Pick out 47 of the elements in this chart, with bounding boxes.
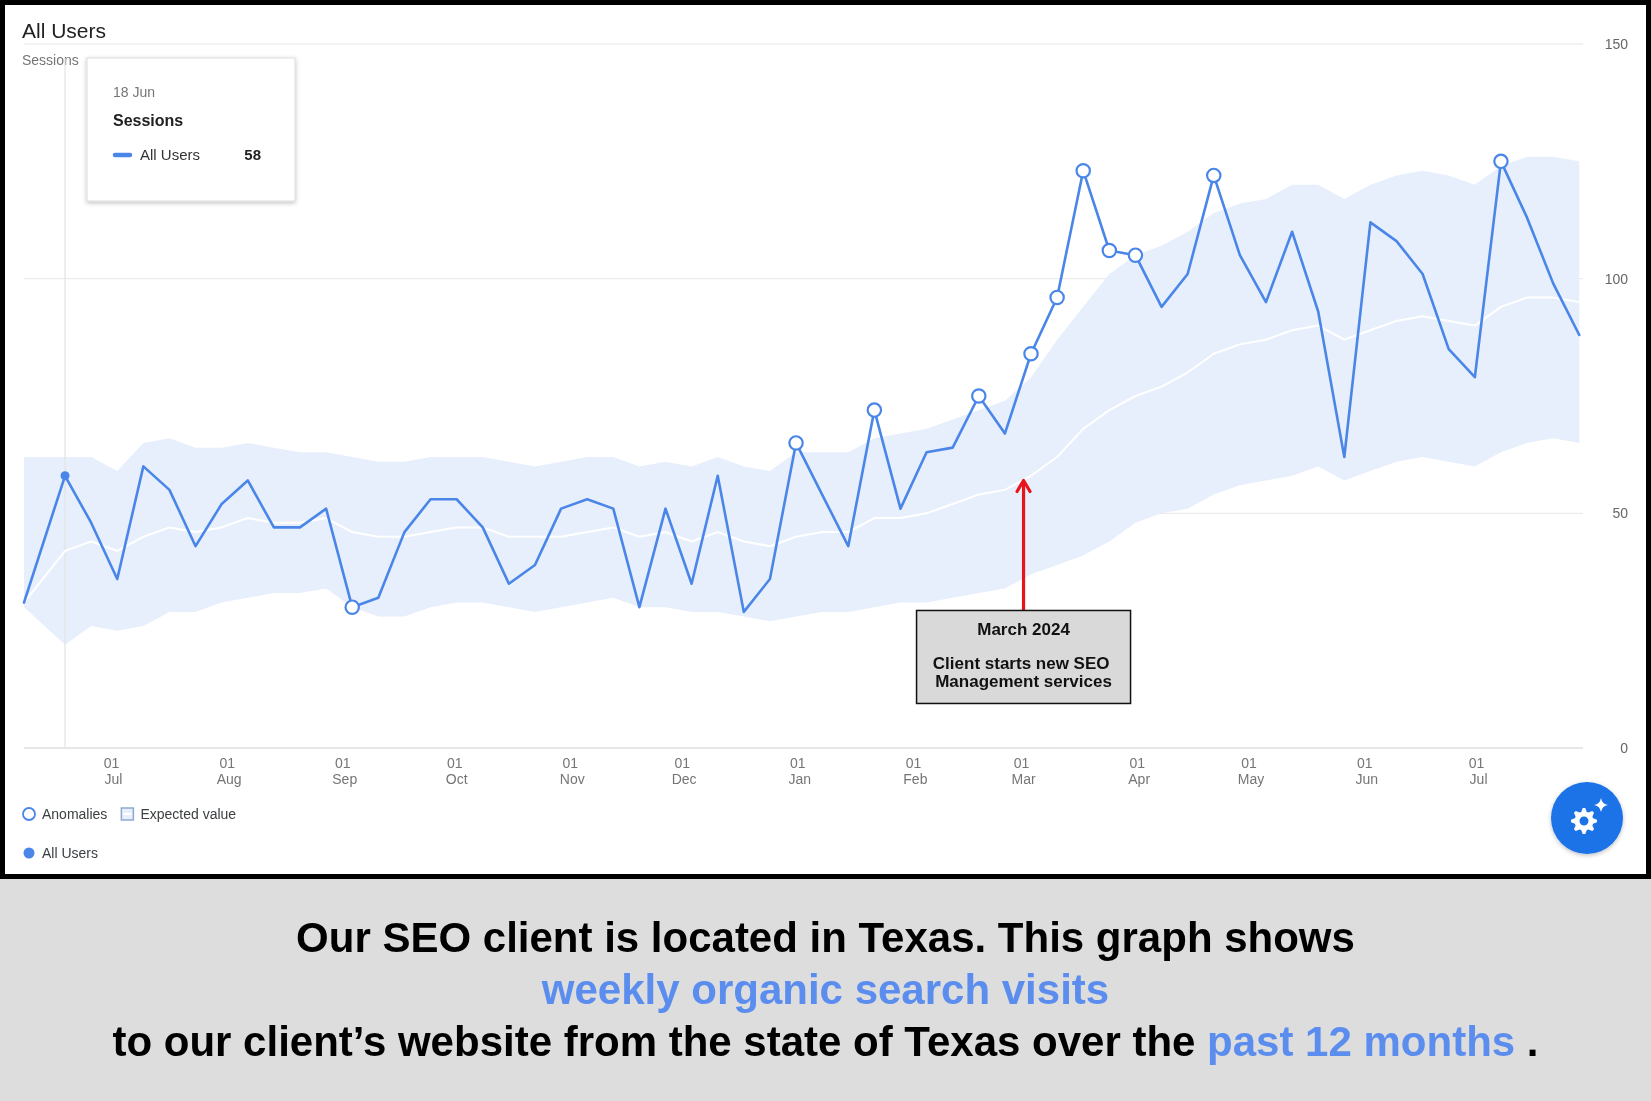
x-tick-label: 01 Jul <box>103 755 124 787</box>
y-tick-label: 0 <box>1620 740 1629 756</box>
y-axis-title: Sessions <box>22 52 79 68</box>
chart-title: All Users <box>22 19 107 42</box>
text: All Users <box>42 845 99 861</box>
legend-label: Expected value <box>140 806 237 822</box>
text: past 12 months <box>1207 1018 1516 1065</box>
annotation: 18 Jun <box>113 84 156 100</box>
point <box>60 471 70 481</box>
line-series <box>23 296 1581 604</box>
text: . <box>1526 1018 1539 1065</box>
x-tick-label: 01 Apr <box>1128 755 1151 787</box>
x-tick-label: 01 Jul <box>1468 755 1489 787</box>
point <box>971 388 987 404</box>
legend-label: Anomalies <box>42 806 108 822</box>
x-tick-label: 01 Oct <box>445 755 468 787</box>
point <box>1023 346 1039 362</box>
y-tick-label: 150 <box>1604 36 1629 52</box>
x-tick-label: 01 Sep <box>332 755 358 787</box>
annotation: Client starts new SEO Management services <box>932 654 1115 692</box>
point <box>1075 162 1091 179</box>
x-tick-label: 01 Aug <box>216 755 242 787</box>
point <box>1049 289 1065 306</box>
annotation: Sessions <box>113 112 184 129</box>
legend-label: All Users <box>140 146 201 163</box>
point <box>866 402 883 418</box>
y-tick-label: 50 <box>1612 505 1629 522</box>
point <box>1205 167 1222 184</box>
x-tick-label: 01 Feb <box>903 755 928 787</box>
text: weekly organic search visits <box>541 966 1110 1013</box>
x-tick-label: 01 Jun <box>1355 755 1378 787</box>
x-tick-label: 01 May <box>1237 755 1265 787</box>
point <box>1101 242 1118 259</box>
x-tick-label: 01 Dec <box>671 755 697 787</box>
x-tick-label: 01 Mar <box>1011 755 1036 787</box>
text: Our SEO client is located in Texas. This graph shows <box>296 914 1355 961</box>
annotation: March 2024 <box>977 620 1071 640</box>
point <box>1127 247 1144 263</box>
x-tick-label: 01 Nov <box>559 755 585 787</box>
note-box: March 2024 Client starts new SEO Management services <box>915 609 1132 705</box>
point <box>1493 153 1509 170</box>
point <box>788 435 804 451</box>
y-tick-label: 100 <box>1604 270 1629 287</box>
x-tick-label: 01 Jan <box>788 755 812 787</box>
annotation: 58 <box>244 146 261 163</box>
text: to our client’s website from the state of Texas over the <box>112 1018 1197 1065</box>
point <box>344 599 360 615</box>
